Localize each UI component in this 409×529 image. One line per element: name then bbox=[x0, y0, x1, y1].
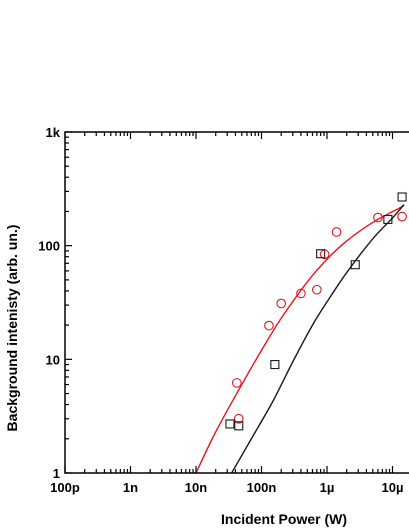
fit-line-2 bbox=[231, 204, 405, 473]
x-tick-labels: 100p 1n 10n 100n 1µ 10µ bbox=[50, 480, 403, 495]
x-tick-label: 100p bbox=[50, 480, 80, 495]
x-tick-label: 10n bbox=[185, 480, 207, 495]
axis-ticks bbox=[64, 131, 394, 474]
data-point-square bbox=[350, 260, 360, 270]
data-point-circle bbox=[331, 227, 342, 237]
data-point-square bbox=[270, 359, 280, 370]
data-point-circle bbox=[296, 288, 306, 299]
data-point-square bbox=[397, 192, 407, 202]
y-tick-label: 100 bbox=[38, 239, 60, 254]
x-axis-title: Incident Power (W) bbox=[221, 511, 347, 527]
fit-line-1 bbox=[195, 205, 405, 473]
fit-lines bbox=[195, 204, 405, 473]
y-tick-label: 1k bbox=[46, 125, 61, 140]
data-point-square bbox=[234, 421, 244, 431]
data-point-circle bbox=[264, 320, 274, 331]
data-point-circle bbox=[312, 284, 322, 295]
data-point-circle bbox=[373, 212, 383, 223]
y-axis-title: Background intenisty (arb. un.) bbox=[4, 225, 20, 432]
x-tick-label: 1µ bbox=[320, 480, 335, 495]
data-point-square bbox=[225, 419, 235, 429]
data-point-circle bbox=[233, 413, 244, 424]
data-point-square bbox=[383, 214, 393, 225]
data-point-square bbox=[316, 249, 326, 259]
x-tick-label: 1n bbox=[123, 480, 138, 495]
x-tick-label: 100n bbox=[247, 480, 277, 495]
plot-frame bbox=[64, 131, 409, 474]
data-markers bbox=[225, 192, 407, 431]
data-point-circle bbox=[231, 378, 242, 388]
plot-area: 100p 1n 10n 100n 1µ 10µ 1 10 100 1k bbox=[38, 125, 409, 495]
x-tick-label: 10µ bbox=[382, 480, 404, 495]
y-tick-labels: 1 10 100 1k bbox=[38, 125, 60, 481]
data-point-circle bbox=[276, 298, 287, 309]
data-point-circle bbox=[397, 211, 407, 222]
y-tick-label: 10 bbox=[46, 352, 60, 367]
y-tick-label: 1 bbox=[53, 466, 60, 481]
